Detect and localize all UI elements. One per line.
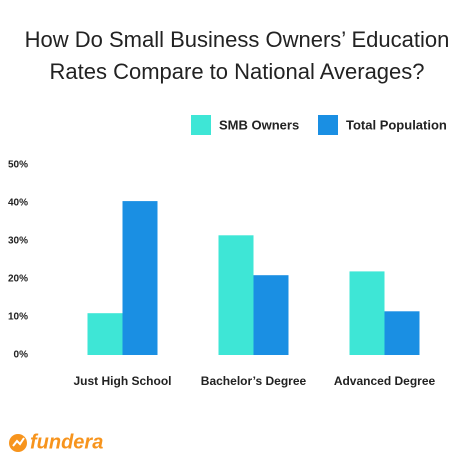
y-tick-label: 0% [14,350,29,361]
bar [253,275,289,355]
chart-title: How Do Small Business Owners’ Education … [24,27,450,84]
legend-label: Total Population [346,117,447,132]
legend-label: SMB Owners [219,117,299,132]
bar [218,235,254,355]
x-tick-label: Just High School [73,374,171,388]
bar [87,313,123,355]
logo: fundera [30,431,103,453]
y-tick-label: 10% [8,312,28,323]
bar [384,311,420,355]
y-tick-label: 40% [8,198,28,209]
y-tick-label: 30% [8,236,28,247]
y-tick-label: 50% [8,160,28,171]
legend-swatch [318,115,338,135]
bar [122,201,158,355]
bar [349,271,385,355]
x-tick-label: Bachelor’s Degree [201,374,307,388]
x-tick-label: Advanced Degree [334,374,436,388]
legend-swatch [191,115,211,135]
logo-icon-mark [12,437,25,447]
y-tick-label: 20% [8,274,28,285]
